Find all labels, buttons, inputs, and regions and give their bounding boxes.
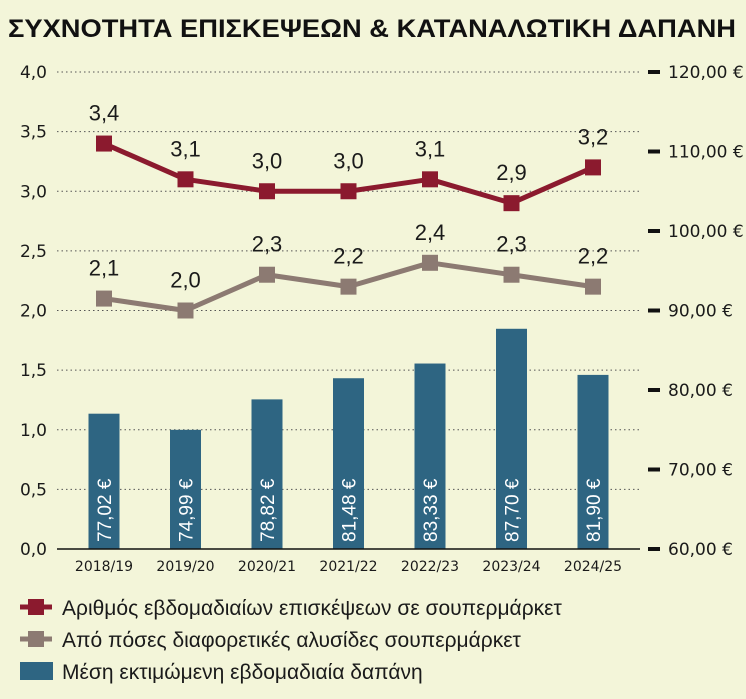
bar bbox=[170, 429, 201, 549]
bar bbox=[414, 363, 446, 549]
data-point bbox=[259, 183, 275, 200]
data-point bbox=[422, 254, 438, 271]
data-label: 2,9 bbox=[496, 160, 527, 185]
bar-label: 81,90 € bbox=[584, 478, 605, 542]
data-point bbox=[340, 278, 357, 295]
right-tick-label: 110,00 € bbox=[668, 143, 744, 163]
bar bbox=[251, 399, 283, 549]
x-tick-label: 2023/24 bbox=[482, 559, 540, 575]
data-label: 2,2 bbox=[333, 244, 364, 269]
data-label: 3,1 bbox=[415, 136, 446, 161]
bar-label: 74,99 € bbox=[177, 478, 198, 542]
left-tick-label: 1,5 bbox=[20, 361, 47, 381]
left-tick-label: 0,5 bbox=[20, 480, 47, 500]
data-label: 2,1 bbox=[89, 256, 120, 281]
bar-label: 77,02 € bbox=[95, 478, 116, 542]
data-point bbox=[96, 290, 112, 307]
legend-label: Από πόσες διαφορετικές αλυσίδες σουπερμά… bbox=[62, 629, 522, 652]
legend: Αριθμός εβδομαδιαίων επισκέψεων σε σουπε… bbox=[20, 597, 563, 684]
data-point bbox=[422, 171, 438, 188]
x-tick-label: 2021/22 bbox=[319, 559, 377, 575]
bar-label: 81,48 € bbox=[340, 478, 361, 542]
bar-label: 78,82 € bbox=[258, 478, 279, 542]
data-label: 3,1 bbox=[170, 136, 201, 161]
left-tick-label: 1,0 bbox=[20, 421, 47, 441]
legend-label: Αριθμός εβδομαδιαίων επισκέψεων σε σουπε… bbox=[62, 597, 563, 620]
data-label: 3,4 bbox=[89, 101, 120, 126]
left-tick-label: 2,5 bbox=[20, 242, 47, 262]
bar-label: 83,33 € bbox=[421, 478, 442, 542]
data-point bbox=[340, 183, 357, 200]
bar-label: 87,70 € bbox=[503, 478, 524, 542]
right-tick-label: 60,00 € bbox=[668, 540, 733, 560]
left-tick-label: 2,0 bbox=[20, 302, 47, 322]
left-tick-label: 0,0 bbox=[20, 540, 47, 560]
data-point bbox=[503, 266, 520, 283]
x-tick-label: 2018/19 bbox=[75, 559, 133, 575]
bar bbox=[577, 374, 609, 549]
data-point bbox=[96, 135, 112, 152]
data-point bbox=[177, 171, 194, 188]
data-point bbox=[259, 266, 275, 283]
x-tick-label: 2024/25 bbox=[564, 559, 622, 575]
left-tick-label: 4,0 bbox=[20, 63, 47, 83]
legend-label: Μέση εκτιμώμενη εβδομαδιαία δαπάνη bbox=[62, 661, 423, 684]
data-label: 3,0 bbox=[252, 148, 283, 173]
chart-title: ΣΥΧΝΟΤΗΤΑ ΕΠΙΣΚΕΨΕΩΝ & ΚΑΤΑΝΑΛΩΤΙΚΗ ΔΑΠΑ… bbox=[8, 15, 736, 43]
bars: 77,02 € 74,99 € 78,82 € 81,48 € 83,33 € 87,70… bbox=[88, 328, 609, 549]
left-tick-label: 3,0 bbox=[20, 182, 47, 202]
data-point bbox=[503, 195, 520, 212]
data-label: 2,3 bbox=[496, 232, 527, 257]
axes: 0,0 0,5 1,0 1,5 2,0 2,5 3,0 3,5 4,0 60,00 € 70,00 … bbox=[20, 63, 744, 575]
data-point bbox=[585, 278, 601, 295]
data-point bbox=[177, 302, 194, 319]
lines: 2,1 2,0 2,3 2,2 2,4 2,3 2,2 3,4 3,1 3,0 3,0 3,1 2,9 3… bbox=[89, 101, 609, 319]
legend-swatch-marker bbox=[28, 631, 44, 647]
left-tick-label: 3,5 bbox=[20, 123, 47, 143]
right-tick-label: 70,00 € bbox=[668, 461, 733, 481]
x-tick-label: 2020/21 bbox=[238, 559, 296, 575]
x-tick-label: 2019/20 bbox=[156, 559, 214, 575]
right-tick-label: 80,00 € bbox=[668, 381, 733, 401]
right-tick-label: 100,00 € bbox=[668, 222, 744, 242]
bar bbox=[333, 378, 364, 549]
legend-swatch bbox=[20, 662, 53, 680]
x-tick-label: 2022/23 bbox=[401, 559, 459, 575]
data-point bbox=[585, 159, 601, 176]
data-label: 2,2 bbox=[578, 244, 609, 269]
data-label: 2,0 bbox=[170, 268, 201, 293]
legend-swatch-marker bbox=[28, 599, 44, 615]
data-label: 2,4 bbox=[415, 220, 446, 245]
data-label: 3,2 bbox=[578, 124, 609, 149]
data-label: 2,3 bbox=[252, 232, 283, 257]
bar bbox=[88, 413, 120, 549]
data-label: 3,0 bbox=[333, 148, 364, 173]
right-tick-label: 120,00 € bbox=[668, 63, 744, 83]
bar bbox=[496, 328, 527, 549]
right-tick-label: 90,00 € bbox=[668, 302, 733, 322]
